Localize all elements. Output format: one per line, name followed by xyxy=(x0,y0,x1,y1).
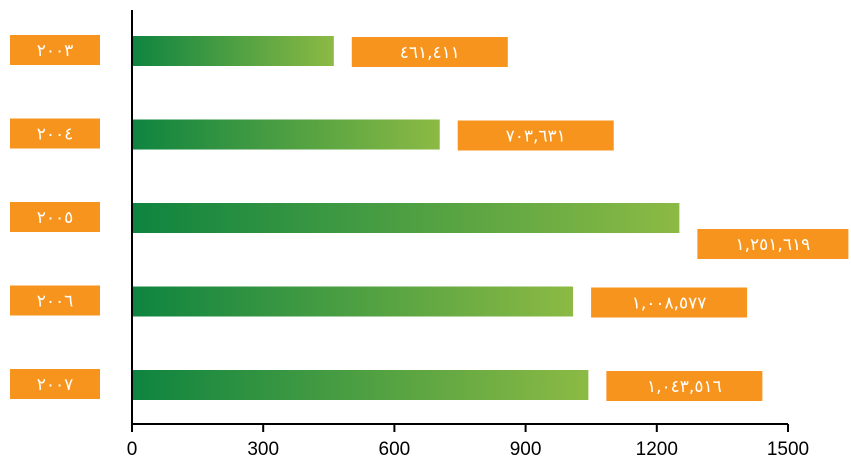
category-label-box xyxy=(10,285,100,316)
value-label-box xyxy=(457,120,614,151)
category-label: ٢٠٠٦ xyxy=(10,285,100,316)
value-label: ٤٦١,٤١١ xyxy=(351,37,508,67)
category-label-text: ٢٠٠٣ xyxy=(37,41,74,61)
value-label-text: ٧٠٣,٦٣١ xyxy=(506,127,566,147)
value-label: ١,٢٥١,٦١٩ xyxy=(697,229,849,259)
x-tick-label: 900 xyxy=(510,439,542,460)
value-label-text: ١,٠٠٨,٥٧٧ xyxy=(632,294,707,314)
bar-٢٠٠٧ xyxy=(132,370,589,400)
value-label-box xyxy=(697,229,849,259)
value-label-text: ١,٠٤٣,٥١٦ xyxy=(647,377,722,397)
bar-٢٠٠٥ xyxy=(132,203,680,233)
bar-٢٠٠٣ xyxy=(132,36,334,66)
category-label-text: ٢٠٠٥ xyxy=(37,208,74,228)
x-tick-label: 1500 xyxy=(767,439,809,460)
value-label-text: ٤٦١,٤١١ xyxy=(400,43,460,63)
category-label: ٢٠٠٤ xyxy=(10,118,100,149)
x-tick-label: 300 xyxy=(247,439,279,460)
category-label-box xyxy=(10,35,100,65)
axes: 0 300 600 900 1200 1500 xyxy=(127,10,809,460)
value-label-text: ١,٢٥١,٦١٩ xyxy=(736,235,811,255)
x-tick-label: 0 xyxy=(127,439,138,460)
bar-٢٠٠٤ xyxy=(132,119,440,150)
x-tick-label: 600 xyxy=(379,439,411,460)
value-labels: ٤٦١,٤١١ ٧٠٣,٦٣١ ١,٢٥١,٦١٩ ١,٠٠٨,٥٧٧ ١,٠٤٣,٥١… xyxy=(351,37,849,401)
bar-٢٠٠٦ xyxy=(132,286,574,317)
category-label: ٢٠٠٥ xyxy=(10,202,100,232)
category-label-box xyxy=(10,202,100,232)
x-tick-label: 1200 xyxy=(636,439,678,460)
category-label-text: ٢٠٠٧ xyxy=(37,375,74,395)
bars xyxy=(132,36,680,400)
category-label-box xyxy=(10,369,100,399)
category-label: ٢٠٠٧ xyxy=(10,369,100,399)
category-label-text: ٢٠٠٦ xyxy=(37,292,74,312)
value-label: ١,٠٠٨,٥٧٧ xyxy=(591,287,748,318)
value-label: ٧٠٣,٦٣١ xyxy=(457,120,614,151)
value-label-box xyxy=(591,287,748,318)
value-label-box xyxy=(351,37,508,67)
category-label-box xyxy=(10,118,100,149)
category-labels: ٢٠٠٣ ٢٠٠٤ ٢٠٠٥ ٢٠٠٦ ٢٠٠٧ xyxy=(10,35,100,399)
category-label-text: ٢٠٠٤ xyxy=(37,125,74,145)
value-label: ١,٠٤٣,٥١٦ xyxy=(606,371,763,401)
category-label: ٢٠٠٣ xyxy=(10,35,100,65)
value-label-box xyxy=(606,371,763,401)
